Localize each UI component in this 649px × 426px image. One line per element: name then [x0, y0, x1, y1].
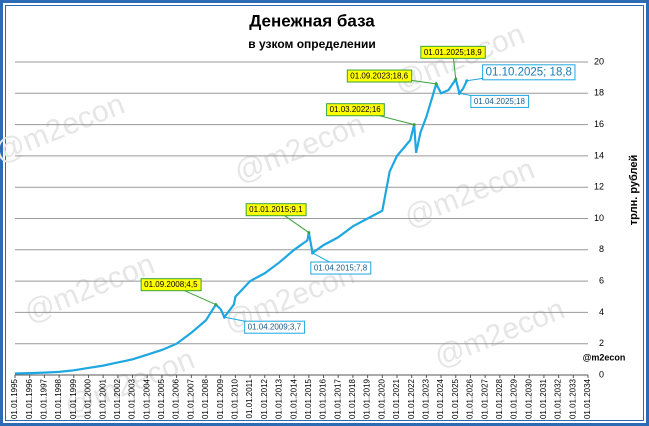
x-tick-label: 01.01.2029 — [510, 378, 519, 419]
y-tick-label: 4 — [599, 307, 604, 317]
annotation-label: 01.10.2025; 18,8 — [486, 66, 572, 78]
y-tick-label: 16 — [594, 119, 604, 129]
x-tick-label: 01.01.2007 — [186, 378, 195, 419]
x-tick-label: 01.01.2026 — [466, 378, 475, 419]
annotation-point — [457, 91, 461, 95]
watermark: @m2econ — [0, 88, 129, 170]
x-tick-label: 01.01.2021 — [392, 378, 401, 419]
x-tick-label: 01.01.1995 — [10, 378, 19, 419]
annotation-box — [470, 94, 530, 108]
x-tick-label: 01.01.2004 — [142, 378, 151, 419]
x-tick-label: 01.01.2023 — [421, 378, 430, 419]
watermark: @m2econ — [20, 248, 160, 330]
annotation-label: 01.09.2008;4,5 — [144, 280, 198, 289]
y-tick-label: 18 — [594, 88, 604, 98]
annotation-label: 01.09.2023;18,6 — [350, 72, 408, 81]
x-tick-label: 01.01.2022 — [407, 378, 416, 419]
x-tick-label: 01.01.2027 — [480, 378, 489, 419]
annotation-box — [420, 45, 486, 59]
x-tick-label: 01.01.2018 — [348, 378, 357, 419]
x-tick-label: 01.01.2034 — [583, 378, 592, 419]
y-tick-label: 14 — [594, 150, 604, 160]
frame-inner — [5, 5, 644, 421]
x-tick-label: 01.01.2006 — [172, 378, 181, 419]
data-line — [14, 76, 468, 375]
annotation-point — [214, 303, 218, 307]
source-label: @m2econ — [583, 352, 626, 362]
x-tick-label: 01.01.2002 — [113, 378, 122, 419]
annotation-label: 01.04.2015;7,8 — [314, 264, 368, 273]
y-axis-label: трлн. рублей — [628, 155, 640, 226]
annotation-box — [482, 64, 576, 81]
y-tick-label: 8 — [599, 244, 604, 254]
x-tick-label: 01.01.2015 — [304, 378, 313, 419]
x-tick-label: 01.01.2025 — [451, 378, 460, 419]
x-tick-label: 01.01.2014 — [289, 378, 298, 419]
annotation-point — [434, 82, 438, 86]
x-tick-label: 01.01.2020 — [377, 378, 386, 419]
y-tick-label: 2 — [599, 338, 604, 348]
annotation-label: 01.03.2022;16 — [330, 105, 382, 114]
x-tick-label: 01.01.2011 — [245, 378, 254, 418]
x-tick-label: 01.01.2024 — [436, 378, 445, 419]
x-tick-label: 01.01.2005 — [157, 378, 166, 419]
watermark: @m2econ — [230, 108, 370, 190]
x-tick-label: 01.01.2019 — [363, 378, 372, 419]
x-tick-label: 01.01.2003 — [128, 378, 137, 419]
x-tick-label: 01.01.2033 — [568, 378, 577, 419]
annotation-label: 01.01.2025;18,9 — [424, 48, 482, 57]
y-tick-label: 12 — [594, 182, 604, 192]
annotation-box — [140, 278, 202, 292]
annotation-point — [465, 79, 469, 83]
x-tick-label: 01.01.1998 — [54, 378, 63, 419]
x-tick-label: 01.01.2017 — [333, 378, 342, 419]
annotation-box — [245, 203, 307, 217]
annotation-box — [310, 261, 372, 275]
x-tick-label: 01.01.2032 — [554, 378, 563, 419]
x-tick-label: 01.01.1997 — [39, 378, 48, 419]
chart-subtitle: в узком определении — [248, 37, 375, 51]
x-tick-label: 01.01.1999 — [69, 378, 78, 419]
annotation-box — [326, 103, 385, 117]
x-tick-label: 01.01.2008 — [201, 378, 210, 419]
x-tick-label: 01.01.2028 — [495, 378, 504, 419]
annotation-point — [222, 315, 226, 319]
chart-title: Денежная база — [249, 11, 375, 30]
annotation-point — [454, 77, 458, 81]
y-tick-label: 6 — [599, 275, 604, 285]
x-tick-label: 01.01.2013 — [275, 378, 284, 419]
annotation-label: 01.04.2025;18 — [474, 97, 526, 106]
y-tick-label: 0 — [599, 369, 604, 379]
annotation-label: 01.04.2009;3,7 — [248, 323, 302, 332]
x-tick-label: 01.01.2031 — [539, 378, 548, 419]
y-tick-label: 20 — [594, 56, 604, 66]
watermark: @m2econ — [430, 293, 570, 375]
x-tick-label: 01.01.2009 — [216, 378, 225, 419]
annotation-box — [244, 320, 306, 334]
annotation-point — [307, 231, 311, 235]
x-tick-label: 01.01.2001 — [98, 378, 107, 419]
annotation-point — [311, 251, 315, 255]
x-tick-label: 01.01.2000 — [84, 378, 93, 419]
watermark: @m2econ — [400, 153, 540, 235]
annotation-label: 01.01.2015;9,1 — [249, 205, 303, 214]
y-tick-label: 10 — [594, 213, 604, 223]
x-tick-label: 01.01.1996 — [25, 378, 34, 419]
x-tick-label: 01.01.2012 — [260, 378, 269, 419]
annotation-point — [412, 123, 416, 127]
x-tick-label: 01.01.2010 — [230, 378, 239, 419]
annotation-box — [346, 69, 413, 83]
x-tick-label: 01.01.2030 — [524, 378, 533, 419]
x-tick-label: 01.01.2016 — [319, 378, 328, 419]
